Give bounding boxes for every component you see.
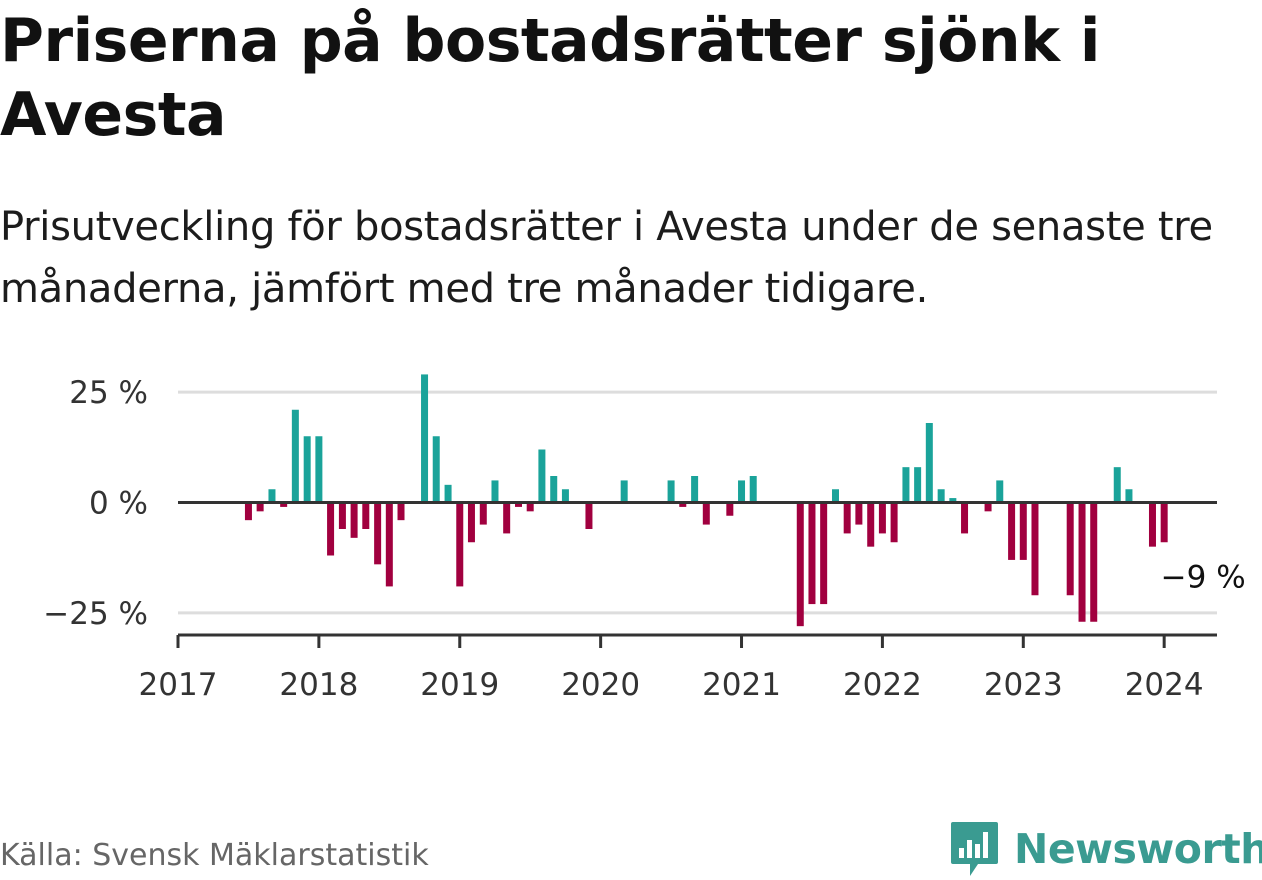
bar xyxy=(280,502,288,507)
bar xyxy=(620,480,628,503)
bar xyxy=(1066,502,1074,596)
bar xyxy=(291,409,299,503)
bar xyxy=(878,502,886,534)
bar xyxy=(738,480,746,503)
bar xyxy=(491,480,499,503)
x-tick-label: 2023 xyxy=(984,667,1063,703)
bar xyxy=(397,502,405,521)
bar xyxy=(585,502,593,529)
bar xyxy=(984,502,992,512)
bar xyxy=(843,502,851,534)
bar xyxy=(538,449,546,503)
bar xyxy=(902,467,910,503)
x-tick-label: 2021 xyxy=(702,667,781,703)
y-tick-label: 25 % xyxy=(69,375,148,411)
bar xyxy=(503,502,511,534)
bar xyxy=(996,480,1004,503)
source-note: Källa: Svensk Mäklarstatistik xyxy=(0,838,429,873)
bar xyxy=(914,467,922,503)
bar xyxy=(702,502,710,525)
bar xyxy=(867,502,875,547)
bar xyxy=(374,502,382,565)
bar xyxy=(691,476,699,503)
bar xyxy=(350,502,358,538)
x-tick-label: 2024 xyxy=(1125,667,1204,703)
bar xyxy=(925,423,933,503)
bar xyxy=(561,489,569,503)
brand-logo[interactable]: Newsworthy xyxy=(950,818,1262,880)
axes xyxy=(176,501,1217,648)
bar xyxy=(667,480,675,503)
bar xyxy=(362,502,370,529)
x-tick-label: 2017 xyxy=(139,667,218,703)
bar xyxy=(515,502,523,507)
bar xyxy=(1031,502,1039,596)
data-label: −9 % xyxy=(1161,559,1246,595)
bar xyxy=(808,502,816,605)
bar xyxy=(444,484,452,503)
bar xyxy=(327,502,335,556)
x-tick-label: 2019 xyxy=(420,667,499,703)
bar xyxy=(1113,467,1121,503)
bar xyxy=(550,476,558,503)
x-tick-label: 2018 xyxy=(279,667,358,703)
bar xyxy=(432,436,440,503)
bar xyxy=(890,502,898,543)
bar-chart: 25 % 0 % −25 % 2017 2018 2019 2020 2021 2022 2023… xyxy=(43,374,1246,703)
bar xyxy=(796,502,804,627)
bar xyxy=(456,502,464,587)
bar xyxy=(244,502,252,521)
bar xyxy=(303,436,311,503)
bar xyxy=(831,489,839,503)
bar xyxy=(385,502,393,587)
newsworthy-logo-icon xyxy=(951,822,998,876)
bar xyxy=(256,502,264,512)
bar xyxy=(315,436,323,503)
bar xyxy=(1019,502,1027,560)
y-tick-label: −25 % xyxy=(43,596,148,632)
bar xyxy=(1008,502,1016,560)
grid-lines xyxy=(178,390,1217,615)
bar xyxy=(1125,489,1133,503)
bar xyxy=(467,502,475,543)
x-tick-label: 2022 xyxy=(843,667,922,703)
y-tick-label: 0 % xyxy=(89,486,148,522)
bar xyxy=(526,502,534,512)
bar xyxy=(1078,502,1086,622)
x-tick-label: 2020 xyxy=(561,667,640,703)
bar-series xyxy=(244,374,1168,627)
bar xyxy=(338,502,346,529)
bar xyxy=(1090,502,1098,622)
bar xyxy=(949,498,957,503)
bar xyxy=(1148,502,1156,547)
bar xyxy=(1160,502,1168,543)
bar xyxy=(855,502,863,525)
bar xyxy=(421,374,429,503)
bar xyxy=(479,502,487,525)
bar xyxy=(726,502,734,516)
bar xyxy=(937,489,945,503)
bar xyxy=(749,476,757,503)
chart-subtitle: Prisutveckling för bostadsrätter i Avest… xyxy=(0,204,1213,312)
bar xyxy=(961,502,969,534)
bar xyxy=(268,489,276,503)
axis-labels: 25 % 0 % −25 % 2017 2018 2019 2020 2021 2022 2023… xyxy=(43,375,1245,703)
bar xyxy=(679,502,687,507)
bar xyxy=(820,502,828,605)
brand-name: Newsworthy xyxy=(1014,825,1262,873)
page-title: Priserna på bostadsrätter sjönk i Avesta xyxy=(0,6,1100,150)
